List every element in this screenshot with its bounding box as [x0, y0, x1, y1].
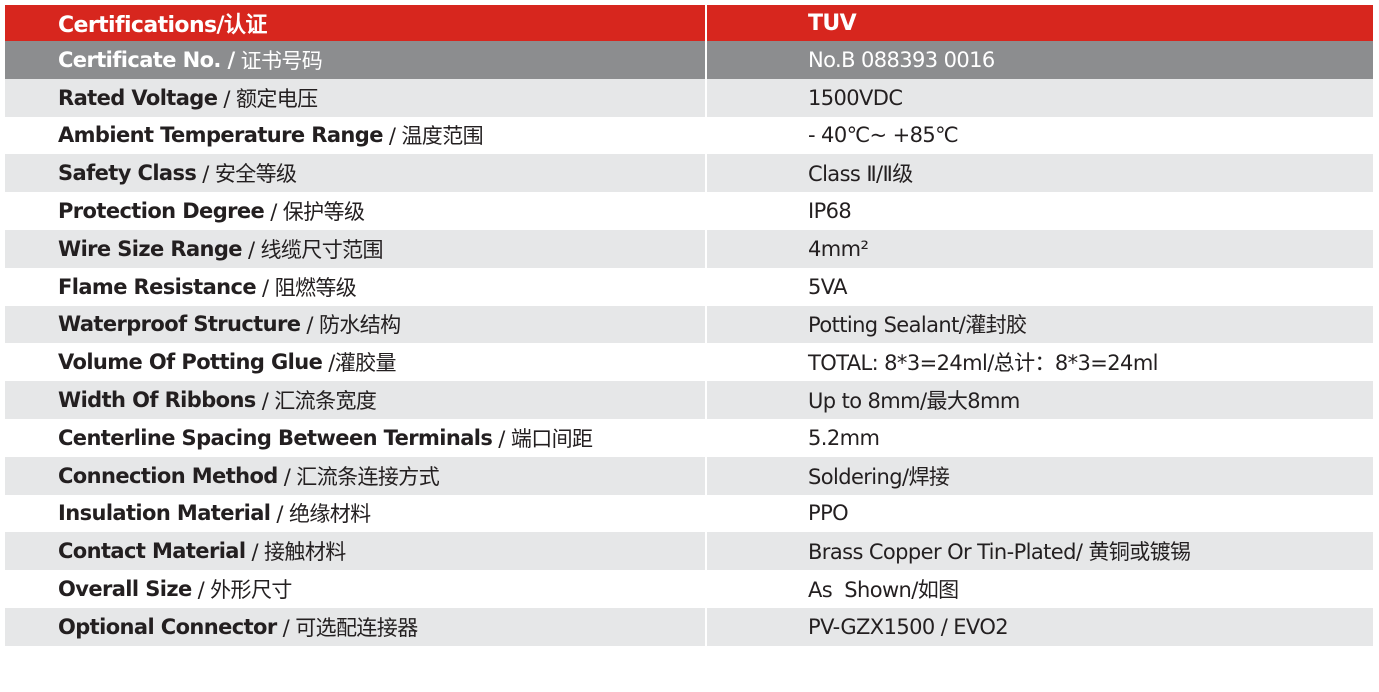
label-en: Flame Resistance: [58, 274, 257, 299]
spec-row: Wire Size Range / 线缆尺寸范围 4mm²: [5, 229, 1373, 268]
cell-label: Safety Class / 安全等级: [5, 154, 707, 193]
cell-value: 4mm²: [808, 236, 869, 261]
header-value: TUV: [808, 10, 857, 36]
label-en: Ambient Temperature Range: [58, 123, 383, 148]
cell-value: PV-GZX1500 / EVO2: [808, 614, 1009, 639]
label-en: Protection Degree: [58, 199, 265, 224]
label-cn: /灌胶量: [328, 351, 396, 376]
label-cn: / 安全等级: [202, 162, 297, 187]
cell-label: Rated Voltage / 额定电压: [5, 78, 707, 117]
cell-value: No.B 088393 0016: [808, 47, 995, 72]
cell-value: Brass Copper Or Tin-Plated/ 黄铜或镀锡: [808, 540, 1191, 565]
spec-row: Ambient Temperature Range / 温度范围 - 40℃~ +8…: [5, 116, 1373, 155]
cell-label: Connection Method / 汇流条连接方式: [5, 456, 707, 495]
label-cn: / 绝缘材料: [276, 502, 371, 527]
label-en: Overall Size: [58, 577, 192, 602]
header-row: Certifications/认证 TUV: [5, 5, 1373, 41]
cell-label: Insulation Material / 绝缘材料: [5, 494, 707, 533]
label-en: Safety Class: [58, 161, 197, 186]
certificate-row: Certificate No. / 证书号码 No.B 088393 0016: [5, 41, 1373, 79]
spec-row: Flame Resistance / 阻燃等级 5VA: [5, 267, 1373, 306]
label-cn: / 防水结构: [306, 313, 401, 338]
cell-value: Class Ⅱ/Ⅱ级: [808, 162, 913, 187]
label-en: Certificate No. /: [58, 47, 235, 72]
spec-row: Contact Material / 接触材料 Brass Copper Or Ti…: [5, 532, 1373, 571]
label-en: Wire Size Range: [58, 236, 243, 261]
label-cn: / 端口间距: [498, 426, 593, 451]
cell-value: As Shown/如图: [808, 578, 959, 603]
cell-label: Optional Connector / 可选配连接器: [5, 607, 707, 646]
cell-label: Wire Size Range / 线缆尺寸范围: [5, 229, 707, 268]
cell-label: Overall Size / 外形尺寸: [5, 570, 707, 608]
cell-label: Centerline Spacing Between Terminals / 端口…: [5, 418, 707, 457]
label-en: Optional Connector: [58, 614, 277, 639]
spec-row: Safety Class / 安全等级 Class Ⅱ/Ⅱ级: [5, 154, 1373, 193]
label-en: Connection Method: [58, 463, 278, 488]
cell-value: IP68: [808, 199, 852, 224]
spec-row: Insulation Material / 绝缘材料 PPO: [5, 494, 1373, 533]
cell-value: Up to 8mm/最大8mm: [808, 389, 1020, 414]
label-en: Rated Voltage: [58, 85, 218, 110]
cell-value: Soldering/焊接: [808, 464, 950, 489]
spec-table: Certifications/认证 TUV Certificate No. / 证…: [5, 5, 1373, 646]
label-cn: / 线缆尺寸范围: [247, 237, 384, 262]
label-cn: / 接触材料: [251, 540, 346, 565]
label-en: Insulation Material: [58, 501, 271, 526]
cell-value: - 40℃~ +85℃: [808, 123, 959, 148]
cell-label: Flame Resistance / 阻燃等级: [5, 267, 707, 306]
cell-value: PPO: [808, 501, 849, 526]
spec-row: Connection Method / 汇流条连接方式 Soldering/焊接: [5, 456, 1373, 495]
cell-label: Width Of Ribbons / 汇流条宽度: [5, 381, 707, 419]
spec-row: Optional Connector / 可选配连接器 PV-GZX1500 / E…: [5, 607, 1373, 646]
label-cn: / 汇流条连接方式: [283, 464, 440, 489]
label-cn: / 温度范围: [388, 124, 484, 149]
label-en: Waterproof Structure: [58, 312, 301, 337]
cell-label: Contact Material / 接触材料: [5, 532, 707, 571]
label-en: Contact Material: [58, 539, 246, 564]
cell-label: Volume Of Potting Glue/灌胶量: [5, 343, 707, 382]
spec-row: Overall Size / 外形尺寸 As Shown/如图: [5, 570, 1373, 608]
cell-label: Protection Degree / 保护等级: [5, 192, 707, 230]
cell-value: TOTAL: 8*3=24ml/总计：8*3=24ml: [808, 351, 1159, 376]
label-cn: / 外形尺寸: [197, 578, 293, 603]
label-cn: / 可选配连接器: [282, 615, 419, 640]
cell-value: 5.2mm: [808, 425, 880, 450]
label-cn: / 额定电压: [223, 86, 318, 111]
spec-row: Centerline Spacing Between Terminals / 端口…: [5, 418, 1373, 457]
label-cn: 证书号码: [240, 48, 323, 73]
cell-value: Potting Sealant/灌封胶: [808, 313, 1027, 338]
label-cn: / 汇流条宽度: [261, 389, 377, 414]
header-label: Certifications/认证: [5, 5, 707, 41]
spec-row: Waterproof Structure / 防水结构 Potting Sealan…: [5, 305, 1373, 344]
cell-label: Waterproof Structure / 防水结构: [5, 305, 707, 344]
label-en: Centerline Spacing Between Terminals: [58, 425, 493, 450]
spec-row: Rated Voltage / 额定电压 1500VDC: [5, 78, 1373, 117]
spec-row: Protection Degree / 保护等级 IP68: [5, 192, 1373, 230]
spec-row: Volume Of Potting Glue/灌胶量 TOTAL: 8*3=24m…: [5, 343, 1373, 382]
label-en: Volume Of Potting Glue: [58, 350, 323, 375]
cell-label: Certificate No. / 证书号码: [5, 41, 707, 79]
label-en: Width Of Ribbons: [58, 388, 256, 413]
label-cn: / 阻燃等级: [262, 275, 357, 300]
cell-value: 1500VDC: [808, 85, 903, 110]
label-cn: / 保护等级: [270, 200, 365, 225]
cell-value: 5VA: [808, 274, 848, 299]
cell-label: Ambient Temperature Range / 温度范围: [5, 116, 707, 155]
spec-row: Width Of Ribbons / 汇流条宽度 Up to 8mm/最大8mm: [5, 381, 1373, 419]
